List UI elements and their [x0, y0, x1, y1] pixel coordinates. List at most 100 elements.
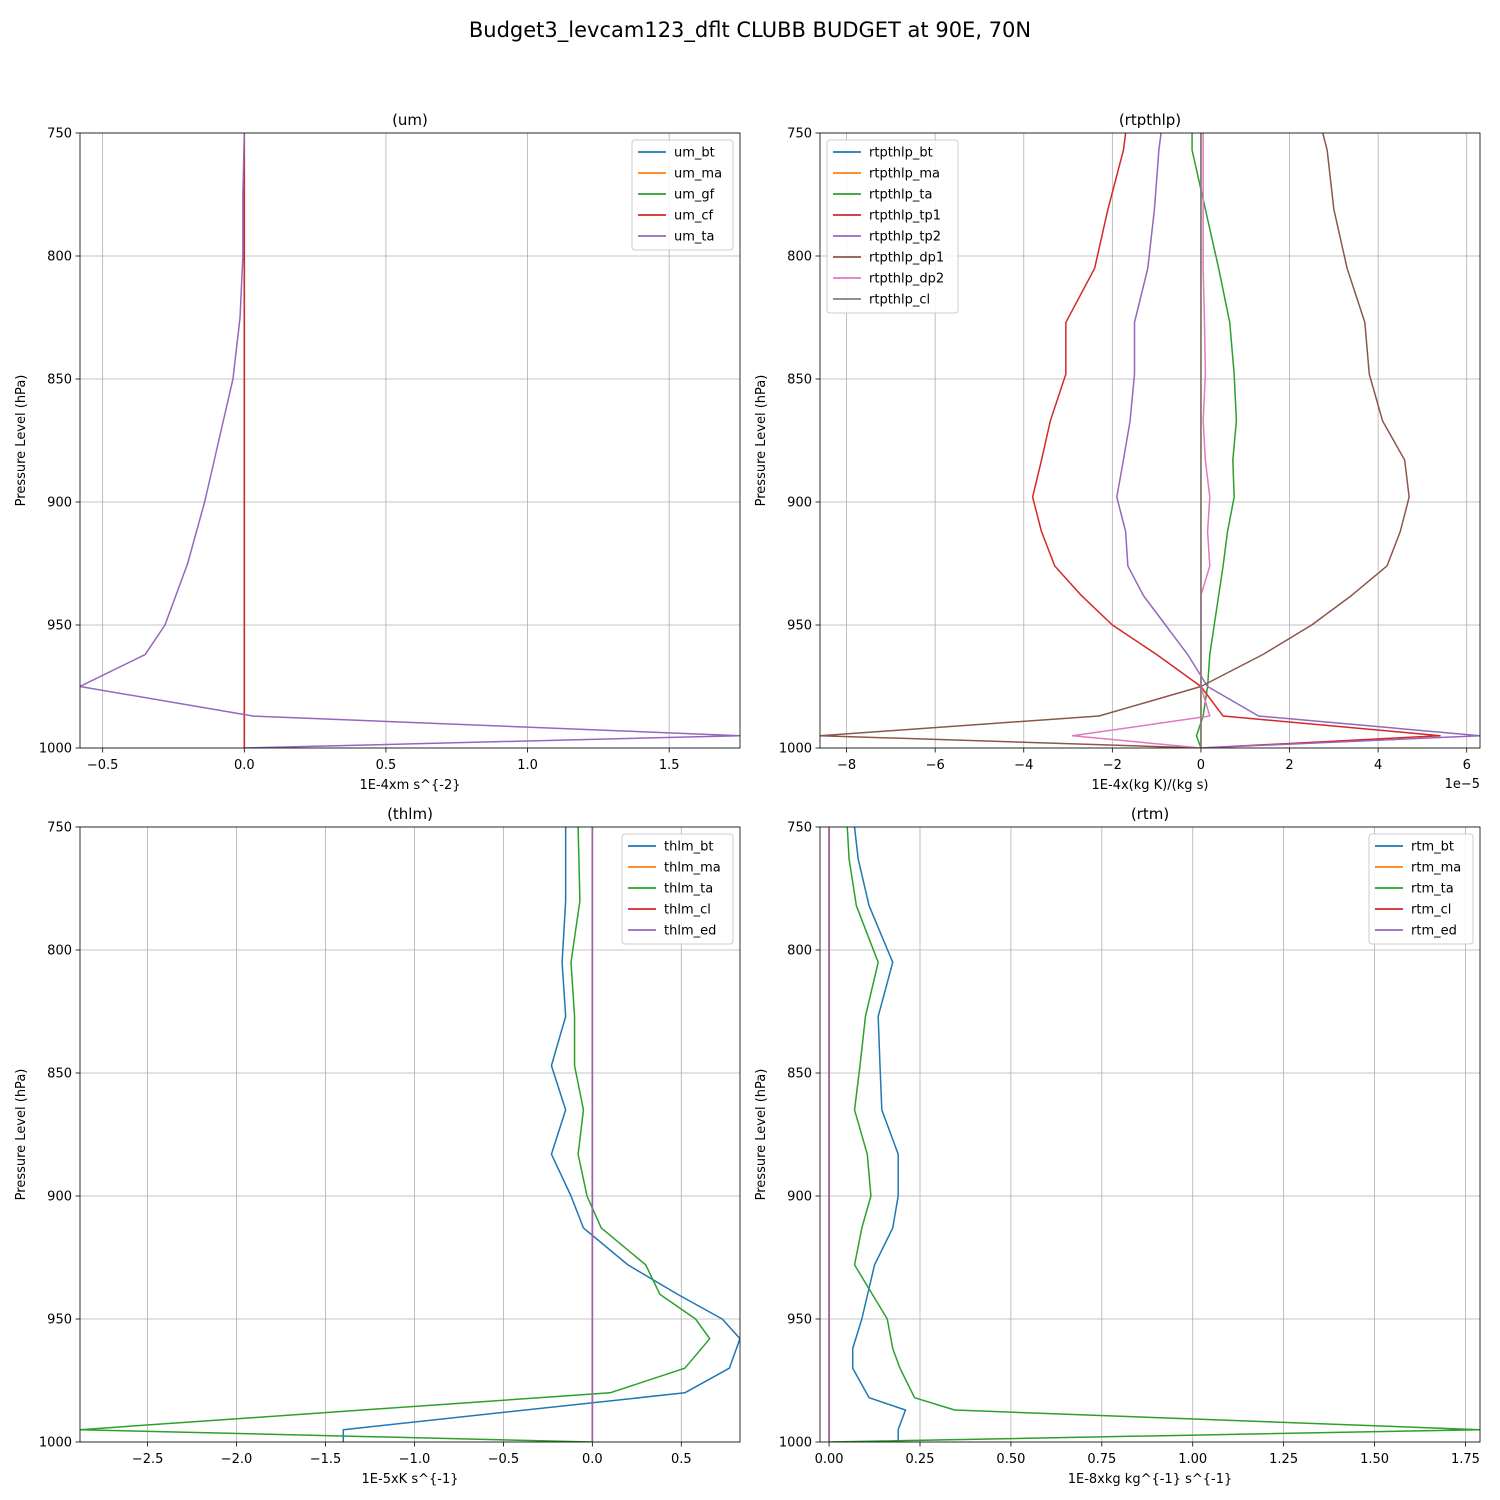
- series-line-rtpthlp_ta: [1191, 133, 1238, 748]
- legend-label-rtm_ed: rtm_ed: [1411, 924, 1457, 939]
- y-tick-label: 850: [47, 1067, 72, 1082]
- y-tick-label: 850: [787, 373, 812, 388]
- x-tick-label: 4: [1374, 758, 1382, 773]
- series-line-rtpthlp_tp1: [1031, 133, 1441, 748]
- x-tick-label: 1.25: [1269, 1452, 1298, 1467]
- series-line-rtm_ta: [829, 827, 1480, 1442]
- x-tick-label: 0.25: [906, 1452, 935, 1467]
- y-tick-label: 750: [787, 821, 812, 836]
- legend-label-rtpthlp_ma: rtpthlp_ma: [869, 167, 940, 182]
- legend-label-um_bt: um_bt: [674, 146, 715, 161]
- y-axis-label: Pressure Level (hPa): [754, 1069, 769, 1201]
- y-tick-label: 950: [787, 1313, 812, 1328]
- legend-label-rtm_ta: rtm_ta: [1411, 882, 1454, 897]
- panel-title: (rtpthlp): [1119, 111, 1181, 129]
- x-tick-label: −1.0: [399, 1452, 431, 1467]
- y-tick-label: 1000: [779, 1436, 812, 1451]
- y-tick-label: 1000: [779, 742, 812, 757]
- x-tick-label: −2.0: [221, 1452, 253, 1467]
- plot-area: [80, 133, 740, 748]
- x-offset-label: 1e−5: [1445, 777, 1480, 792]
- y-axis-label: Pressure Level (hPa): [14, 1069, 29, 1201]
- legend-label-rtm_ma: rtm_ma: [1411, 861, 1461, 876]
- legend: rtm_bt rtm_ma rtm_ta rtm_cl rtm_ed: [1368, 833, 1474, 945]
- panel-title: (um): [392, 111, 428, 129]
- legend-label-rtpthlp_bt: rtpthlp_bt: [869, 146, 933, 161]
- axes-frame: [79, 132, 741, 749]
- figure-suptitle: Budget3_levcam123_dflt CLUBB BUDGET at 9…: [469, 18, 1031, 43]
- y-tick-label: 900: [787, 496, 812, 511]
- y-tick-label: 950: [47, 619, 72, 634]
- axes-frame: [79, 826, 741, 1443]
- y-axis-label: Pressure Level (hPa): [754, 375, 769, 507]
- x-axis-label: 1E-5xK s^{-1}: [362, 1472, 459, 1487]
- chart-panel-2: −2.5 −2.0 −1.5 −1.0 −0.5 0.0 0.5 750 800 850 900 95…: [14, 805, 741, 1487]
- legend-label-thlm_ed: thlm_ed: [664, 924, 716, 939]
- legend-box: [631, 139, 734, 251]
- legend-box: [826, 139, 959, 314]
- series-line-rtpthlp_dp1: [820, 133, 1410, 748]
- x-axis-label: 1E-8xkg kg^{-1} s^{-1}: [1068, 1472, 1233, 1487]
- y-tick-label: 900: [787, 1190, 812, 1205]
- y-tick-label: 800: [787, 250, 812, 265]
- series-group: [820, 133, 1480, 748]
- legend-label-rtpthlp_tp1: rtpthlp_tp1: [869, 209, 941, 224]
- legend: rtpthlp_bt rtpthlp_ma rtpthlp_ta rtpthlp_tp…: [826, 139, 959, 314]
- legend-label-thlm_cl: thlm_cl: [664, 903, 711, 918]
- x-tick-label: 6: [1463, 758, 1471, 773]
- x-tick-label: 2: [1285, 758, 1293, 773]
- legend: um_bt um_ma um_gf um_cf um_ta: [631, 139, 734, 251]
- x-tick-label: −2.5: [132, 1452, 164, 1467]
- x-tick-label: 0.75: [1087, 1452, 1116, 1467]
- panels: −0.5 0.0 0.5 1.0 1.5 750 800 850 900 950 1000 (um) 1…: [14, 111, 1481, 1487]
- legend-label-rtm_bt: rtm_bt: [1411, 840, 1454, 855]
- y-tick-label: 750: [787, 127, 812, 142]
- x-tick-label: 0.00: [815, 1452, 844, 1467]
- legend-box: [1368, 833, 1474, 945]
- x-tick-label: −1.5: [310, 1452, 342, 1467]
- x-tick-label: 1.0: [517, 758, 538, 773]
- y-tick-label: 800: [47, 944, 72, 959]
- y-tick-label: 1000: [39, 1436, 72, 1451]
- y-tick-label: 900: [47, 1190, 72, 1205]
- x-tick-label: 0.0: [582, 1452, 603, 1467]
- axes-frame: [819, 826, 1481, 1443]
- y-tick-label: 800: [47, 250, 72, 265]
- x-tick-label: 1.5: [659, 758, 680, 773]
- x-tick-label: 1.75: [1451, 1452, 1480, 1467]
- series-line-thlm_bt: [342, 827, 740, 1442]
- legend-label-um_ta: um_ta: [674, 230, 714, 245]
- series-line-rtm_bt: [851, 827, 907, 1442]
- legend-label-rtpthlp_dp2: rtpthlp_dp2: [869, 272, 944, 287]
- series-line-rtpthlp_tp2: [1116, 133, 1480, 748]
- y-tick-label: 750: [47, 127, 72, 142]
- panel-title: (thlm): [387, 805, 433, 823]
- x-tick-label: 0.5: [671, 1452, 692, 1467]
- legend-box: [621, 833, 734, 945]
- x-tick-label: −4: [1014, 758, 1033, 773]
- axes-frame: [819, 132, 1481, 749]
- y-tick-label: 850: [47, 373, 72, 388]
- y-tick-label: 1000: [39, 742, 72, 757]
- legend-label-um_cf: um_cf: [674, 209, 714, 224]
- panel-title: (rtm): [1131, 805, 1169, 823]
- series-group: [828, 827, 1480, 1442]
- y-tick-label: 950: [787, 619, 812, 634]
- x-tick-label: −0.5: [87, 758, 119, 773]
- y-tick-label: 900: [47, 496, 72, 511]
- x-tick-label: −0.5: [488, 1452, 520, 1467]
- y-tick-label: 950: [47, 1313, 72, 1328]
- series-line-rtpthlp_dp2: [1071, 133, 1211, 748]
- x-tick-label: 0.0: [234, 758, 255, 773]
- legend: thlm_bt thlm_ma thlm_ta thlm_cl thlm_ed: [621, 833, 734, 945]
- legend-label-rtpthlp_tp2: rtpthlp_tp2: [869, 230, 941, 245]
- legend-label-thlm_bt: thlm_bt: [664, 840, 713, 855]
- chart-panel-3: 0.00 0.25 0.50 0.75 1.00 1.25 1.50 1.75 750 800 85…: [754, 805, 1481, 1487]
- x-tick-label: 1.50: [1360, 1452, 1389, 1467]
- chart-panel-0: −0.5 0.0 0.5 1.0 1.5 750 800 850 900 950 1000 (um) 1…: [14, 111, 741, 793]
- x-tick-label: −6: [926, 758, 945, 773]
- x-tick-label: −2: [1103, 758, 1122, 773]
- x-tick-label: 1.00: [1178, 1452, 1207, 1467]
- x-axis-label: 1E-4x(kg K)/(kg s): [1092, 778, 1209, 793]
